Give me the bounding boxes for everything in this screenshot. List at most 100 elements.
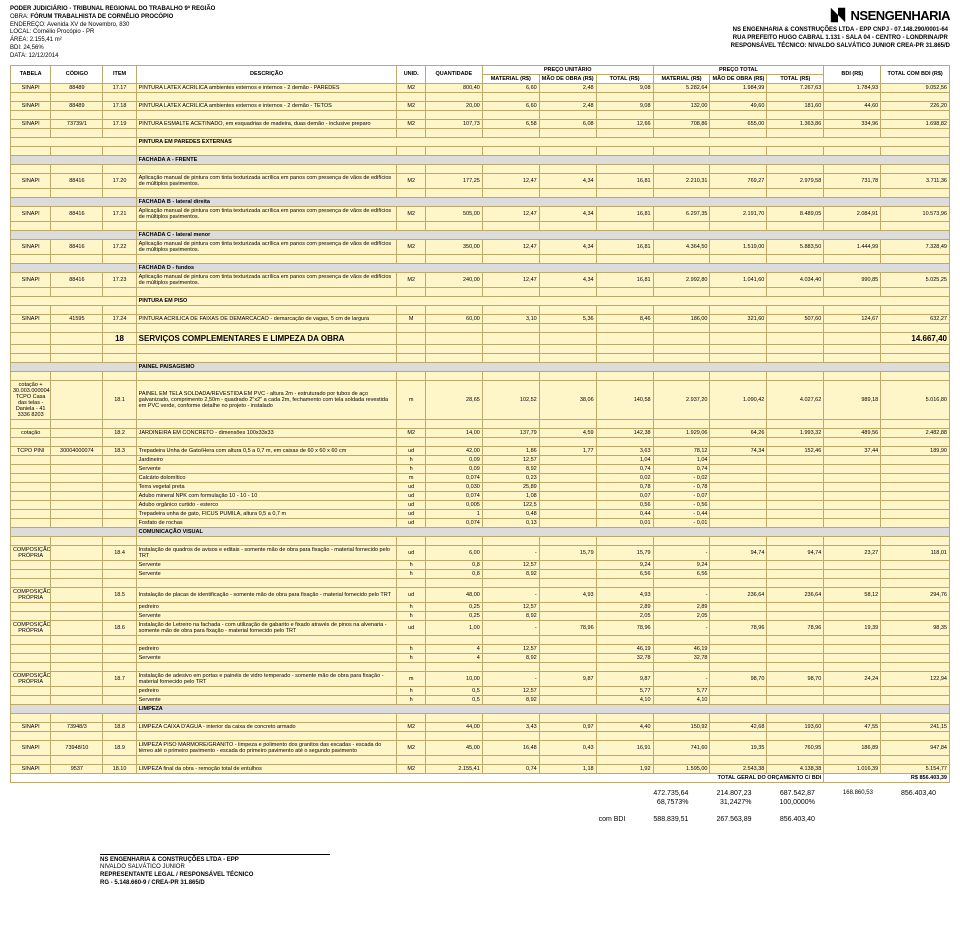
table-row: FACHADA B - lateral direita	[11, 197, 950, 206]
table-row	[11, 164, 950, 173]
company-info: NS ENGENHARIA & CONSTRUÇÕES LTDA - EPP C…	[731, 27, 950, 50]
sum-v: 214.807,23	[702, 789, 765, 798]
table-row: FACHADA A - FRENTE	[11, 155, 950, 164]
bdi-value: 24,56%	[23, 45, 43, 51]
table-row: cotação18.2JARDINEIRA EM CONCRETO - dime…	[11, 428, 950, 437]
table-row	[11, 128, 950, 137]
area-label: ÁREA:	[10, 37, 28, 43]
table-row: COMUNICAÇÃO VISUAL	[11, 527, 950, 536]
col-total-bdi: TOTAL COM BDI (R$)	[881, 65, 950, 83]
table-row: SINAPI73948/1018.9LIMPEZA PISO MARMORE/G…	[11, 740, 950, 755]
table-row	[11, 92, 950, 101]
sum-v: 687.542,87	[766, 789, 829, 798]
table-row: Serventeh0,812,579,249,24	[11, 560, 950, 569]
summary-row3: com BDI 588.839,51 267.563,89 856.403,40	[585, 815, 950, 824]
total-label: TOTAL GERAL DO ORÇAMENTO C/ BDI	[11, 773, 824, 782]
table-row	[11, 419, 950, 428]
col-material-t: MATERIAL (R$)	[653, 74, 710, 83]
table-row: pedreiroh0,512,575,775,77	[11, 686, 950, 695]
table-row: cotação + 30.003.000004 TCPO Casa das te…	[11, 380, 950, 419]
table-row: SINAPI73739/117.19PINTURA ESMALTE ACETIN…	[11, 119, 950, 128]
col-codigo: CÓDIGO	[51, 65, 103, 83]
table-row: COMPOSIÇÃO PRÓPRIA18.6Instalação de Letr…	[11, 620, 950, 635]
header-right: NSENGENHARIA NS ENGENHARIA & CONSTRUÇÕES…	[731, 6, 950, 61]
total-row: TOTAL GERAL DO ORÇAMENTO C/ BDI R$ 856.4…	[11, 773, 950, 782]
table-row	[11, 713, 950, 722]
table-row	[11, 221, 950, 230]
col-quantidade: QUANTIDADE	[425, 65, 482, 83]
table-row: TCPO PINI3000400007418.3Trepadeira Unha …	[11, 446, 950, 455]
table-row: SINAPI73948/318.8LIMPEZA CAIXA D'AGUA - …	[11, 722, 950, 731]
table-row	[11, 578, 950, 587]
table-row: Trepadeira unha de gato, FICUS PUMILA, a…	[11, 509, 950, 518]
table-row: Serventeh48,9232,7832,78	[11, 653, 950, 662]
table-row: COMPOSIÇÃO PRÓPRIA18.5Instalação de plac…	[11, 587, 950, 602]
table-row	[11, 188, 950, 197]
table-row: SINAPI4159517.24PINTURA ACRILICA DE FAIX…	[11, 314, 950, 323]
sum-v: 588.839,51	[639, 815, 702, 824]
summary-table: 472.735,64 214.807,23 687.542,87 168.860…	[585, 789, 950, 824]
summary-row2: 68,7573% 31,2427% 100,0000%	[585, 798, 950, 807]
budget-page: PODER JUDICIÁRIO - TRIBUNAL REGIONAL DO …	[0, 0, 960, 894]
company-line3: RESPONSÁVEL TÉCNICO: NIVALDO SALVÁTICO J…	[731, 43, 950, 51]
sum-v: 472.735,64	[639, 789, 702, 798]
col-unid: UNID.	[397, 65, 425, 83]
col-mao-t: MÃO DE OBRA (R$)	[710, 74, 767, 83]
table-row	[11, 437, 950, 446]
table-row: SINAPI8841617.22Aplicação manual de pint…	[11, 239, 950, 254]
table-row: SINAPI8841617.21Aplicação manual de pint…	[11, 206, 950, 221]
footer-reg: RG - 5.148.660-9 / CREA-PR 31.865/D	[100, 880, 950, 888]
col-descricao: DESCRIÇÃO	[136, 65, 397, 83]
table-row: Terra vegetal pretaud0,03025,890,78- 0,7…	[11, 482, 950, 491]
endereco-label: ENDEREÇO:	[10, 22, 46, 28]
signature-block: NS ENGENHARIA & CONSTRUÇÕES LTDA - EPP N…	[100, 854, 950, 888]
table-row	[11, 305, 950, 314]
table-row: PINTURA EM PISO	[11, 296, 950, 305]
col-bdi: BDI (R$)	[824, 65, 881, 83]
table-row: Adubo mineral NPK com formulação 10 - 10…	[11, 491, 950, 500]
table-row: SINAPI8841617.23Aplicação manual de pint…	[11, 272, 950, 287]
table-row: SINAPI8841617.20Aplicação manual de pint…	[11, 173, 950, 188]
local-label: LOCAL:	[10, 29, 31, 35]
summary-block: 472.735,64 214.807,23 687.542,87 168.860…	[10, 789, 950, 824]
endereco-value: Avenida XV de Novembro, 830	[47, 22, 129, 28]
sum-v: 168.860,53	[829, 789, 887, 798]
sum-v: 856.403,40	[766, 815, 829, 824]
table-body: SINAPI8848917.17PINTURA LATEX ACRILICA a…	[11, 83, 950, 773]
header: PODER JUDICIÁRIO - TRIBUNAL REGIONAL DO …	[10, 6, 950, 61]
court-name: PODER JUDICIÁRIO - TRIBUNAL REGIONAL DO …	[10, 6, 215, 14]
company-line2: RUA PREFEITO HUGO CABRAL 1.131 - SALA 04…	[731, 35, 950, 43]
table-row: PAINEL PAISAGISMO	[11, 362, 950, 371]
sum-label: com BDI	[585, 815, 640, 824]
obra-value: FÓRUM TRABALHISTA DE CORNÉLIO PROCÓPIO	[30, 14, 173, 20]
table-row	[11, 755, 950, 764]
data-value: 12/12/2014	[28, 53, 58, 59]
local-value: Cornélio Procópio - PR	[33, 29, 94, 35]
table-row	[11, 110, 950, 119]
table-row	[11, 287, 950, 296]
footer-role: REPRESENTANTE LEGAL / RESPONSÁVEL TÉCNIC…	[100, 872, 950, 880]
table-row	[11, 323, 950, 332]
sum-v: 856.403,40	[887, 789, 950, 798]
col-preco-total: PREÇO TOTAL	[653, 65, 824, 74]
table-row: 18SERVIÇOS COMPLEMENTARES E LIMPEZA DA O…	[11, 332, 950, 344]
footer-company: NS ENGENHARIA & CONSTRUÇÕES LTDA - EPP	[100, 857, 950, 865]
table-row: FACHADA C - lateral menor	[11, 230, 950, 239]
table-row	[11, 146, 950, 155]
table-row	[11, 662, 950, 671]
col-item: ITEM	[103, 65, 136, 83]
budget-table: TABELA CÓDIGO ITEM DESCRIÇÃO UNID. QUANT…	[10, 65, 950, 783]
sum-v: 68,7573%	[639, 798, 702, 807]
table-row	[11, 371, 950, 380]
company-logo: NSENGENHARIA	[731, 6, 950, 24]
table-row: Serventeh0,258,922,052,05	[11, 611, 950, 620]
table-row: LIMPEZA	[11, 704, 950, 713]
table-row: Fosfato de rochasud0,0740,130,01- 0,01	[11, 518, 950, 527]
table-header: TABELA CÓDIGO ITEM DESCRIÇÃO UNID. QUANT…	[11, 65, 950, 83]
sum-v: 31,2427%	[702, 798, 765, 807]
table-row: SINAPI953718.10LIMPEZA final da obra - r…	[11, 764, 950, 773]
logo-icon	[829, 6, 847, 24]
col-total-u: TOTAL (R$)	[596, 74, 653, 83]
table-row: Calcário dolomíticom0,0740,230,02- 0,02	[11, 473, 950, 482]
company-line1: NS ENGENHARIA & CONSTRUÇÕES LTDA - EPP C…	[731, 27, 950, 35]
